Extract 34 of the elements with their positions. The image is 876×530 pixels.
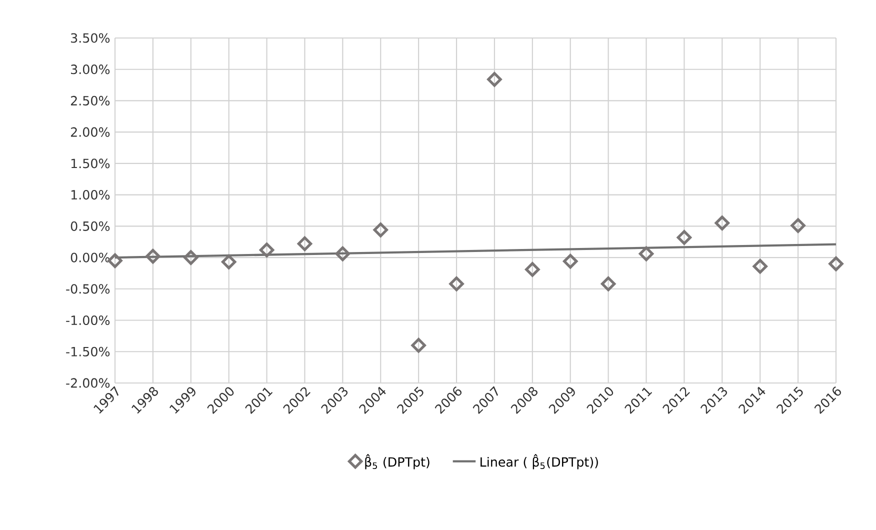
point xyxy=(600,276,616,292)
point xyxy=(259,242,274,258)
y-tick-label: 2.50% xyxy=(70,96,110,106)
y-tick-label: 1.50% xyxy=(71,158,110,168)
legend-label: β̂$_{5}$ (DPTpt) xyxy=(365,454,430,470)
y-tick-label: -1.50% xyxy=(66,346,110,356)
y-tick-label: -2.00% xyxy=(66,378,110,388)
point xyxy=(373,222,388,238)
point xyxy=(752,258,768,274)
y-tick-label: -1.00% xyxy=(66,315,110,326)
point xyxy=(828,256,844,272)
y-tick-label: 3.00% xyxy=(71,64,110,74)
y-tick-label: 2.00% xyxy=(70,127,110,137)
y-tick-label: 1.00% xyxy=(71,190,110,200)
y-tick-label: 3.50% xyxy=(71,33,110,43)
point xyxy=(146,248,160,264)
point xyxy=(487,72,502,87)
point xyxy=(676,230,692,245)
point xyxy=(525,262,540,277)
legend-label: Linear ( β̂$_{5}$(DPTpt)) xyxy=(480,454,598,470)
point xyxy=(638,246,654,262)
y-tick-label: 0.50% xyxy=(70,221,110,231)
point xyxy=(790,218,806,233)
point xyxy=(297,236,312,252)
point xyxy=(335,246,350,262)
y-tick-label: 0.00% xyxy=(70,252,110,262)
point xyxy=(108,253,122,268)
point xyxy=(562,254,578,269)
point xyxy=(714,216,730,230)
point xyxy=(221,254,236,270)
point xyxy=(449,276,464,292)
point xyxy=(184,250,198,265)
y-tick-label: -0.50% xyxy=(66,284,110,294)
point xyxy=(411,338,426,353)
